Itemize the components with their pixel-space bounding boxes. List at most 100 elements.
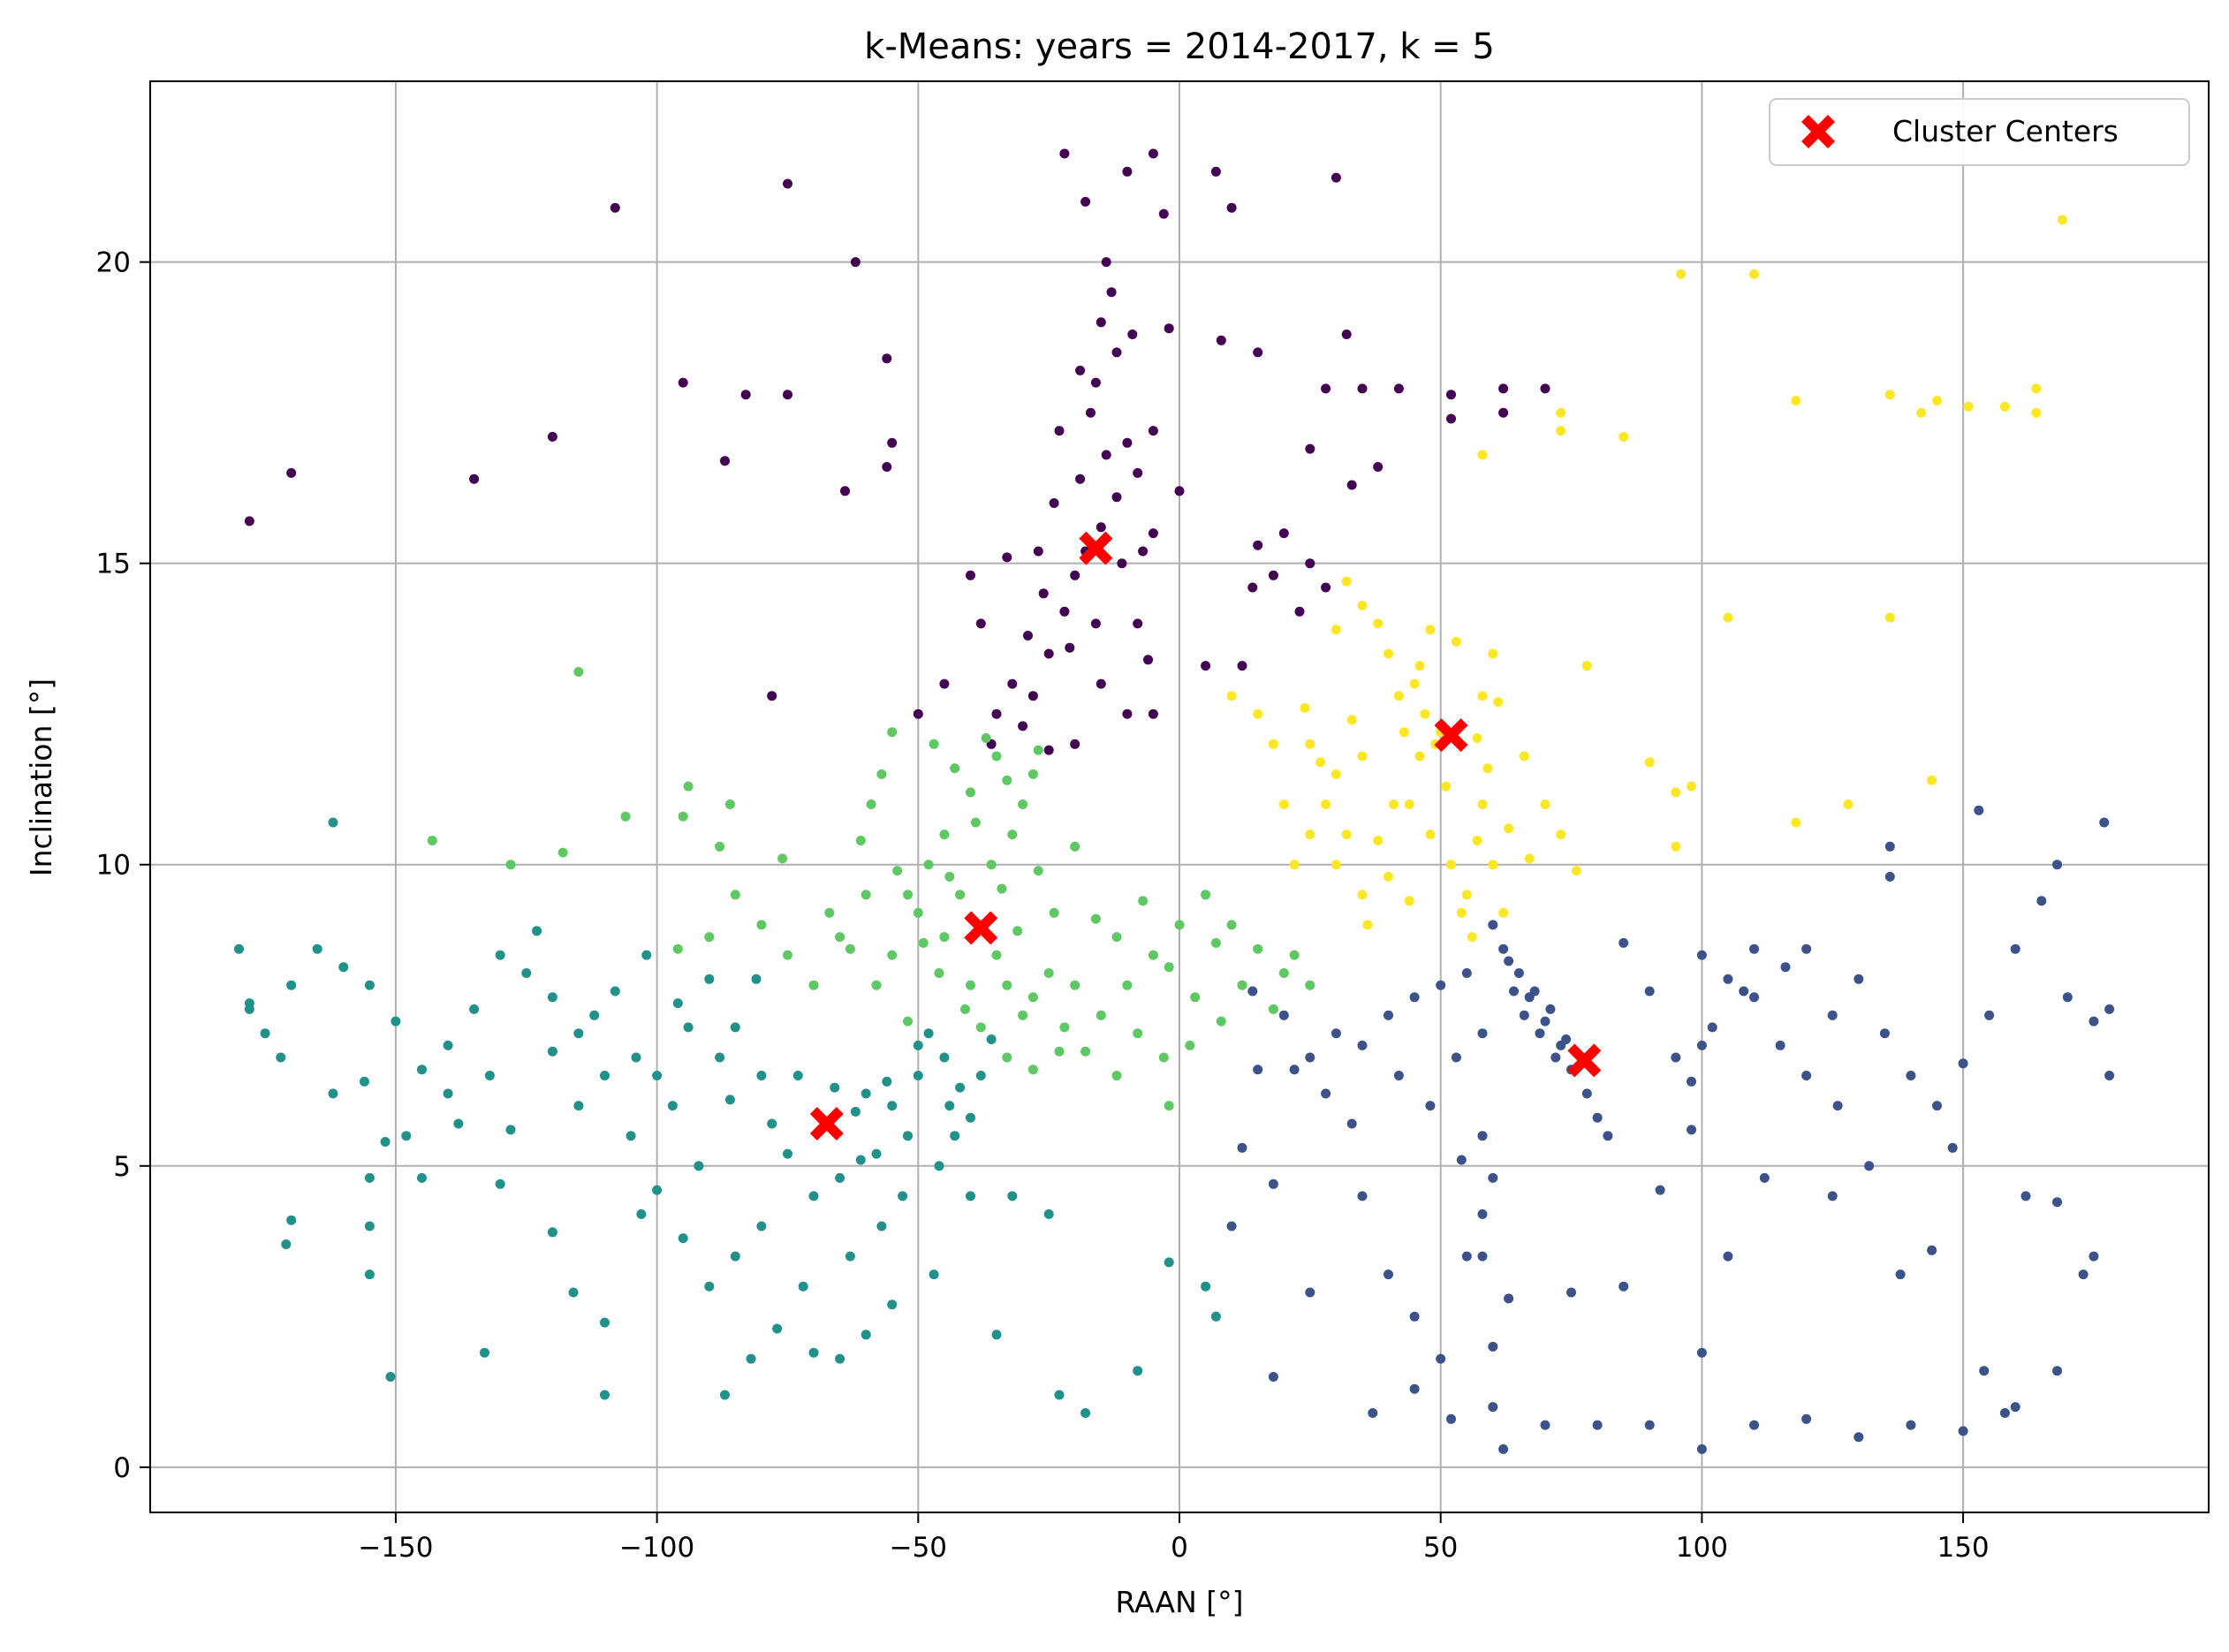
x-tick-label: −150 [358,1532,433,1564]
data-point [756,920,767,930]
data-point [1393,691,1404,701]
data-point [2078,1269,2089,1280]
data-point [1749,943,1759,954]
data-point [1999,401,2010,412]
data-point [882,353,892,364]
data-point [903,1016,913,1027]
data-point [1346,1118,1357,1129]
data-point [1226,691,1237,701]
data-point [1002,980,1012,990]
data-point [1117,558,1127,569]
data-point [1341,330,1352,339]
data-point [1409,1311,1420,1322]
data-point [1138,546,1149,557]
data-point [777,853,788,864]
data-point [1619,1281,1629,1292]
data-point [667,1101,678,1111]
data-point [286,467,297,478]
data-point [1331,1028,1341,1039]
data-point [960,1004,970,1014]
data-point [1059,148,1070,159]
data-point [1164,1257,1174,1268]
data-point [1210,1311,1221,1322]
data-point [2052,860,2062,870]
data-point [850,1106,861,1117]
data-point [1321,799,1331,809]
data-point [631,1052,641,1063]
data-point [1357,751,1368,762]
data-point [1916,407,1927,418]
data-point [1043,1209,1054,1219]
data-point [1451,1052,1461,1063]
data-point [1472,836,1482,845]
data-point [730,1022,740,1033]
data-point [767,691,777,701]
data-point [1749,992,1759,1003]
data-point [1687,781,1696,792]
data-point [939,678,950,689]
data-point [1158,1052,1169,1063]
data-point [923,860,934,870]
data-point [975,1022,986,1033]
data-point [1090,618,1101,629]
data-point [1696,1444,1707,1454]
data-point [1963,401,1974,412]
data-point [600,1317,610,1328]
data-point [1581,1088,1592,1099]
data-point [898,1191,908,1201]
data-point [417,1065,427,1075]
data-point [1373,462,1384,472]
data-point [1561,1034,1572,1044]
data-point [364,1269,375,1280]
data-point [1879,1028,1890,1039]
data-point [1300,702,1310,713]
data-point [950,1131,960,1141]
data-point [1864,1161,1875,1171]
data-point [1111,932,1122,943]
data-point [1399,727,1409,738]
data-point [610,986,620,997]
data-point [1133,1366,1143,1376]
data-point [1906,1420,1916,1430]
data-point [1247,582,1258,593]
data-point [678,377,688,388]
data-point [1958,1058,1968,1069]
data-point [1461,1251,1472,1262]
data-point [845,1251,855,1262]
data-point [1321,1088,1331,1099]
data-point [1791,817,1801,828]
data-point [1884,390,1895,400]
data-point [730,890,740,900]
data-point [1446,413,1456,424]
data-point [589,1010,600,1020]
data-point [1106,287,1117,298]
data-point [1096,522,1106,533]
data-point [1425,1101,1436,1111]
data-point [1007,830,1018,840]
data-point [1780,962,1791,973]
data-point [1346,480,1357,490]
data-point [934,968,944,978]
data-point [1404,799,1414,809]
data-point [798,1281,808,1292]
data-point [1571,866,1581,876]
data-point [1854,974,1864,984]
data-point [1210,166,1221,177]
data-point [2104,1071,2115,1080]
data-point [1488,648,1498,659]
data-point [1075,474,1086,484]
data-point [1253,540,1263,550]
data-point [521,968,532,978]
data-point [1059,606,1070,617]
x-tick-label: 50 [1423,1532,1458,1564]
data-point [1201,890,1211,900]
data-point [1164,1101,1174,1111]
data-point [929,1269,939,1280]
data-point [1749,1420,1759,1430]
data-point [903,890,913,900]
data-point [694,1161,704,1171]
data-point [1190,992,1201,1003]
data-point [1488,860,1498,870]
data-point [1331,172,1341,183]
